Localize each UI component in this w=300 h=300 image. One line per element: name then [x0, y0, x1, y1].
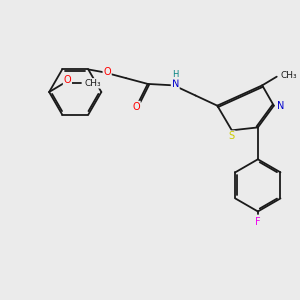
- Text: CH₃: CH₃: [280, 71, 297, 80]
- Text: O: O: [103, 67, 111, 77]
- Text: O: O: [132, 101, 140, 112]
- Text: N: N: [172, 79, 179, 89]
- Text: N: N: [278, 101, 285, 111]
- Text: F: F: [255, 217, 261, 226]
- Text: O: O: [64, 75, 71, 85]
- Text: H: H: [172, 70, 178, 79]
- Text: CH₃: CH₃: [85, 79, 101, 88]
- Text: S: S: [229, 131, 235, 141]
